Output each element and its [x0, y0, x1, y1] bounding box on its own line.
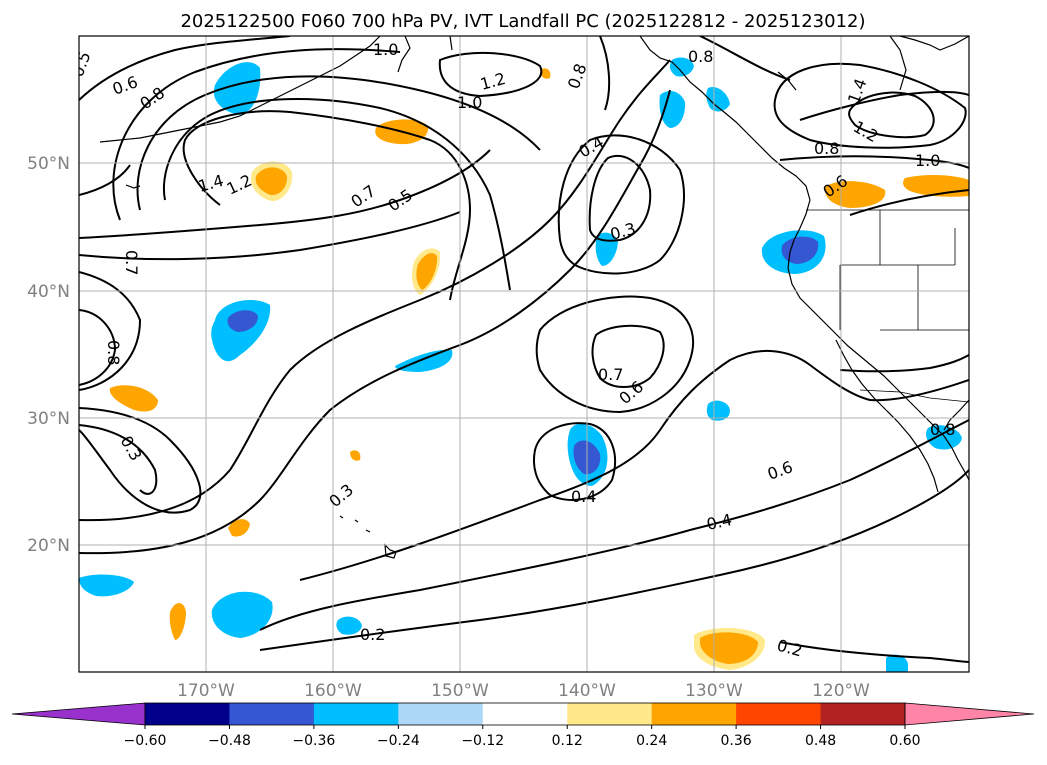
colorbar-segment — [313, 703, 399, 725]
colorbar-segment — [398, 703, 484, 725]
lat-label: 20°N — [27, 536, 70, 556]
lon-label: 130°W — [685, 681, 743, 701]
lat-label: 40°N — [27, 282, 70, 302]
colorbar-extend-low — [11, 702, 146, 726]
contour-label: 0.8 — [930, 420, 955, 439]
colorbar-segment — [651, 703, 737, 725]
colorbar-tick-label: −0.24 — [377, 733, 420, 749]
colorbar-tick-label: 0.48 — [805, 733, 836, 749]
contour-label: 0.4 — [705, 510, 734, 534]
colorbar: −0.60 −0.48 −0.36 −0.24 −0.12 0.12 0.24 0.36 0.4… — [11, 702, 1035, 749]
colorbar-tick-label: −0.36 — [292, 733, 335, 749]
colorbar-segment — [482, 703, 568, 725]
contour-label: 1.0 — [373, 40, 398, 59]
lon-label: 170°W — [177, 681, 235, 701]
colorbar-tick-label: 0.24 — [636, 733, 667, 749]
colorbar-tick-label: −0.60 — [124, 733, 167, 749]
colorbar-segment — [145, 703, 230, 725]
contour-label: 0.4 — [571, 487, 596, 506]
lon-label: 120°W — [812, 681, 870, 701]
lat-label: 50°N — [27, 154, 70, 174]
colorbar-frame — [144, 702, 906, 726]
contour-label: 0.7 — [122, 250, 141, 275]
map-area: 1.0 1.2 1.0 0.8 0.8 0.5 0.6 0.8 1.4 1.2 … — [79, 36, 969, 672]
colorbar-tick-label: 0.36 — [721, 733, 752, 749]
contour-label: 0.8 — [814, 139, 839, 158]
colorbar-segment — [820, 703, 906, 725]
colorbar-extend-high — [904, 702, 1035, 726]
graticule — [79, 36, 969, 672]
contour-label: 0.8 — [104, 340, 123, 365]
contour-label: 0.7 — [598, 365, 623, 384]
colorbar-tick-label: 0.60 — [889, 733, 920, 749]
lat-label: 30°N — [27, 409, 70, 429]
map-frame — [78, 35, 970, 673]
colorbar-segment — [567, 703, 653, 725]
colorbar-segment — [736, 703, 822, 725]
colorbar-segment — [229, 703, 315, 725]
lon-label: 150°W — [431, 681, 489, 701]
contour-label: 0.2 — [360, 625, 385, 644]
pv-contours — [79, 36, 969, 663]
contour-label: 1.0 — [457, 93, 482, 112]
colorbar-tick-label: 0.12 — [552, 733, 583, 749]
lon-label: 140°W — [558, 681, 616, 701]
lon-label: 160°W — [304, 681, 362, 701]
latitude-labels: 50°N 40°N 30°N 20°N — [27, 154, 70, 556]
colorbar-tick-label: −0.12 — [461, 733, 504, 749]
contour-label: 0.8 — [688, 47, 713, 66]
colorbar-tick-label: −0.48 — [208, 733, 251, 749]
longitude-labels: 170°W 160°W 150°W 140°W 130°W 120°W — [177, 681, 870, 701]
figure-title: 2025122500 F060 700 hPa PV, IVT Landfall… — [180, 11, 865, 32]
contour-label: 1.0 — [915, 151, 940, 170]
